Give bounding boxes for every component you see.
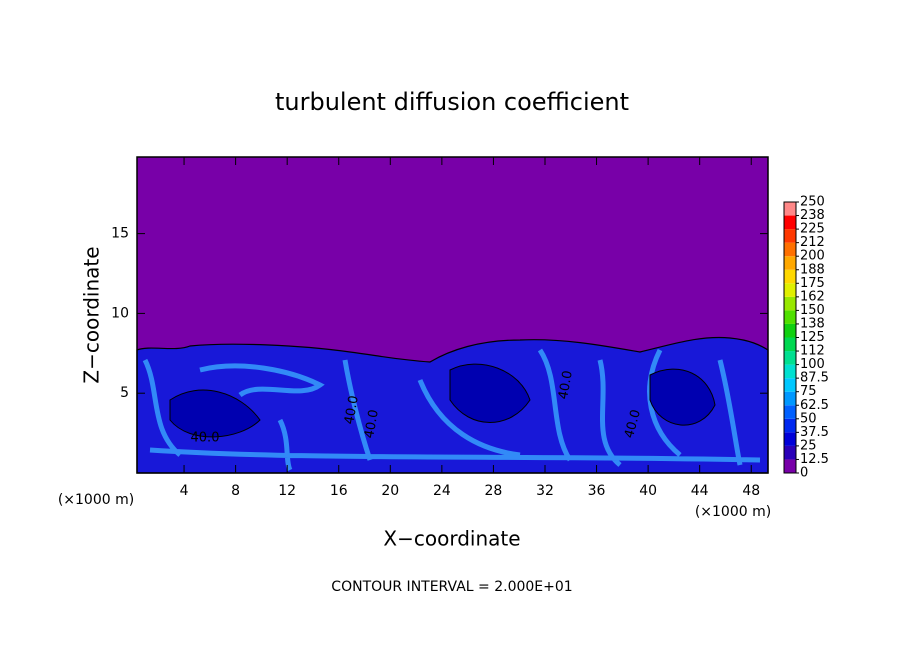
x-tick-label: 48 <box>742 483 760 499</box>
y-tick-label: 15 <box>111 226 129 242</box>
contour-label: 40.0 <box>191 431 220 446</box>
colorbar-label: 25 <box>800 438 817 453</box>
x-axis-label: X−coordinate <box>383 527 520 551</box>
colorbar-band <box>784 418 796 433</box>
footnote: CONTOUR INTERVAL = 2.000E+01 <box>331 579 572 595</box>
field <box>136 157 769 474</box>
colorbar-band <box>784 337 796 352</box>
x-tick-label: 40 <box>639 483 657 499</box>
x-unit: (×1000 m) <box>695 504 771 520</box>
colorbar-label: 112 <box>800 344 825 359</box>
colorbar-band <box>784 378 796 392</box>
colorbar-band <box>784 445 796 460</box>
colorbar-label: 138 <box>800 316 825 331</box>
contour-label: 40.0 <box>622 408 644 440</box>
plot-frame <box>136 156 769 474</box>
colorbar-band <box>784 229 796 243</box>
colorbar-label: 238 <box>800 208 825 223</box>
colorbar-band <box>784 256 796 270</box>
colorbar-band <box>784 323 796 338</box>
y-axis-label: Z−coordinate <box>80 246 104 383</box>
x-tick-label: 28 <box>485 483 503 499</box>
colorbar-band <box>784 364 796 379</box>
colorbar-label: 162 <box>800 289 825 304</box>
colorbar-band <box>784 296 796 311</box>
colorbar-band <box>784 351 796 365</box>
x-tick-label: 8 <box>231 483 240 499</box>
colorbar-label: 188 <box>800 262 825 277</box>
colorbar-band <box>784 459 796 473</box>
turbulent-region <box>136 336 769 474</box>
x-tick-label: 16 <box>330 483 348 499</box>
colorbar-label: 225 <box>800 222 825 237</box>
contour-label: 40.0 <box>342 394 362 425</box>
colorbar-label: 0 <box>800 466 808 481</box>
streak <box>142 348 761 472</box>
colorbar-label: 125 <box>800 330 825 345</box>
colorbar-band <box>784 432 796 446</box>
colorbar-band <box>784 202 796 216</box>
colorbar-label: 75 <box>800 384 817 399</box>
contour-label: 40.0 <box>556 369 576 400</box>
colorbar-band <box>784 391 796 406</box>
x-tick-label: 12 <box>278 483 296 499</box>
x-tick-label: 4 <box>180 483 189 499</box>
contour-label: 40.0 <box>362 408 382 439</box>
x-tick-label: 36 <box>588 483 606 499</box>
contour <box>169 363 716 438</box>
colorbar-label: 200 <box>800 249 825 264</box>
colorbar-label: 150 <box>800 303 825 318</box>
colorbar-label: 62.5 <box>800 398 829 413</box>
chart-title: turbulent diffusion coefficient <box>275 88 629 116</box>
colorbar-band <box>784 215 796 230</box>
x-tick-label: 32 <box>536 483 554 499</box>
x-unit: (×1000 m) <box>58 492 134 508</box>
colorbar-label: 212 <box>800 235 825 250</box>
colorbar-label: 12.5 <box>800 452 829 467</box>
colorbar-label: 250 <box>800 195 825 210</box>
colorbar-band <box>784 242 796 257</box>
x-tick-label: 20 <box>381 483 399 499</box>
y-tick-label: 5 <box>120 385 129 401</box>
colorbar-band <box>784 310 796 324</box>
y-tick-label: 10 <box>111 305 129 321</box>
colorbar-label: 50 <box>800 411 817 426</box>
colorbar-label: 175 <box>800 276 825 291</box>
colorbar-label: 87.5 <box>800 371 829 386</box>
colorbar-band <box>784 405 796 419</box>
colorbar-band <box>784 283 796 297</box>
x-tick-label: 24 <box>433 483 451 499</box>
colorbar-label: 100 <box>800 357 825 372</box>
colorbar-band <box>784 269 796 284</box>
x-tick-label: 44 <box>691 483 709 499</box>
colorbar-label: 37.5 <box>800 425 829 440</box>
